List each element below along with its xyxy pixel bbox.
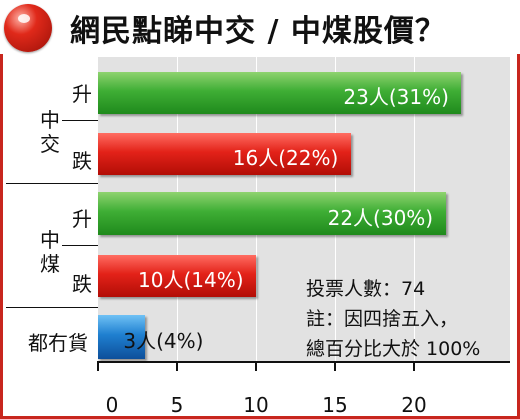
x-tick [97, 361, 99, 371]
x-tick [334, 361, 336, 371]
note-total: 總百分比大於 100% [306, 338, 481, 360]
bar-value-label: 16人(22%) [232, 146, 339, 170]
title-band: 網民點睇中交 / 中煤股價？ [0, 0, 520, 54]
bar-value-label: 10人(14%) [138, 268, 244, 292]
bar [98, 72, 462, 114]
chart-title: 網民點睇中交 / 中煤股價？ [70, 14, 446, 49]
note-voters: 投票人數：74 [306, 278, 426, 300]
bar-value-label: 3人(4%) [123, 329, 204, 353]
group-label-zhongmei-char1: 中 [40, 228, 60, 252]
note-box: 投票人數：74 註：因四捨五入， 總百分比大於 100% [306, 274, 480, 364]
group-label-zhongmei-char2: 煤 [40, 252, 60, 276]
x-tick [255, 361, 257, 371]
plot-area: 23人(31%) 16人(22%) 22人(30%) 10人(14%) 3人(4%) [98, 57, 510, 361]
bar [98, 133, 351, 175]
bar-value-label: 23人(31%) [343, 85, 449, 109]
item-label-zhongmei-down: 跌 [72, 272, 92, 296]
red-ball-logo-icon [4, 4, 52, 52]
item-separator [62, 120, 98, 121]
x-tick-label: 15 [322, 393, 348, 417]
x-axis-line [98, 361, 510, 363]
x-tick-label: 10 [243, 393, 269, 417]
bar [98, 315, 146, 359]
item-label-zhongjiao-up: 升 [72, 82, 92, 106]
group-separator [6, 183, 98, 184]
x-tick-label: 20 [401, 393, 427, 417]
group-label-no-holding: 都冇貨 [28, 331, 88, 355]
item-label-zhongjiao-down: 跌 [72, 149, 92, 173]
group-label-zhongjiao-char1: 中 [40, 108, 60, 132]
item-label-zhongmei-up: 升 [72, 207, 92, 231]
x-tick [413, 361, 415, 371]
bar-value-label: 22人(30%) [327, 205, 434, 230]
x-tick-label: 0 [105, 393, 119, 417]
item-separator [62, 245, 98, 246]
bar [98, 255, 256, 297]
bar [98, 192, 446, 235]
x-tick-label: 5 [170, 393, 184, 417]
x-tick [176, 361, 178, 371]
group-label-zhongjiao-char2: 交 [40, 132, 60, 156]
group-separator [6, 307, 98, 308]
note-rounding: 註：因四捨五入， [306, 308, 459, 330]
